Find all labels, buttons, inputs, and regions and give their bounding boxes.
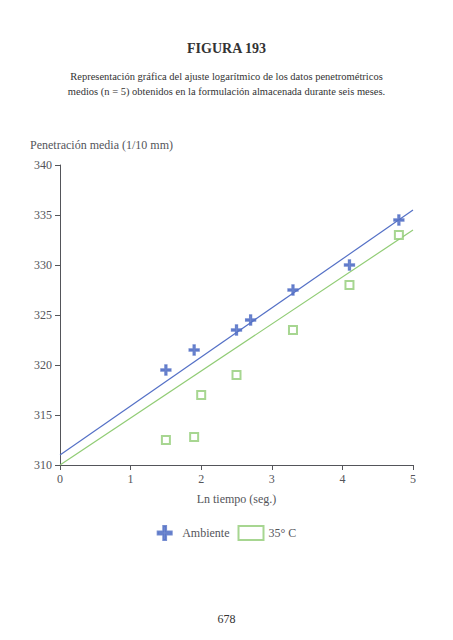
- svg-text:0: 0: [57, 472, 63, 486]
- svg-text:2: 2: [198, 472, 204, 486]
- svg-text:Ambiente: Ambiente: [182, 526, 229, 540]
- svg-text:35° C: 35° C: [269, 526, 297, 540]
- svg-text:4: 4: [339, 472, 345, 486]
- svg-text:320: 320: [34, 358, 52, 372]
- svg-text:medios (n = 5) obtenidos en la: medios (n = 5) obtenidos en la formulaci…: [68, 86, 385, 98]
- svg-text:335: 335: [34, 208, 52, 222]
- svg-text:Representación gráfica del aju: Representación gráfica del ajuste logarí…: [70, 71, 383, 82]
- svg-text:5: 5: [410, 472, 416, 486]
- svg-text:678: 678: [218, 612, 236, 626]
- svg-text:315: 315: [34, 408, 52, 422]
- svg-text:310: 310: [34, 458, 52, 472]
- svg-text:330: 330: [34, 258, 52, 272]
- svg-text:FIGURA 193: FIGURA 193: [187, 41, 266, 56]
- svg-text:340: 340: [34, 158, 52, 172]
- svg-text:1: 1: [128, 472, 134, 486]
- svg-text:325: 325: [34, 308, 52, 322]
- svg-text:Penetración media (1/10 mm): Penetración media (1/10 mm): [30, 138, 173, 152]
- svg-text:Ln tiempo (seg.): Ln tiempo (seg.): [197, 492, 277, 506]
- svg-text:3: 3: [269, 472, 275, 486]
